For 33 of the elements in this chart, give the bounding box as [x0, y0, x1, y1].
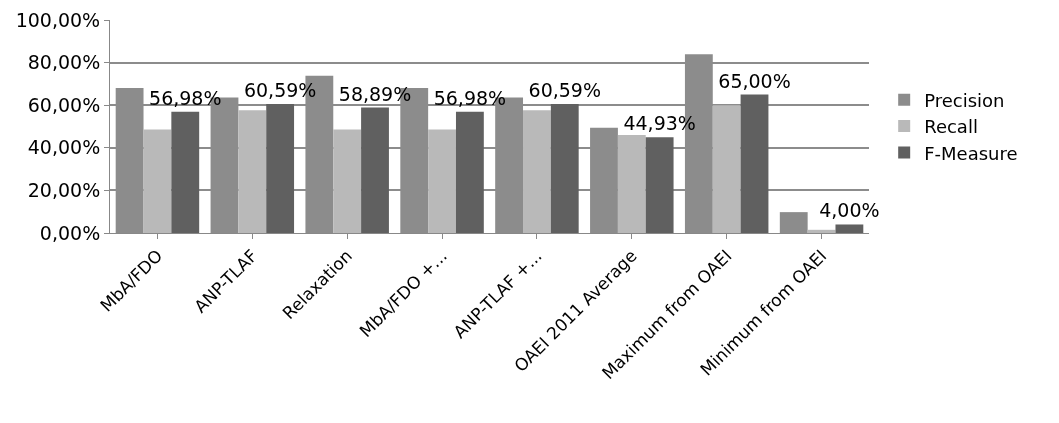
bar: [645, 137, 674, 233]
data-label: 58,89%: [338, 82, 412, 105]
legend-label: Precision: [924, 89, 1005, 111]
y-tick-label: 60,00%: [27, 93, 101, 116]
data-label: 56,98%: [149, 86, 222, 109]
bar: [361, 107, 389, 233]
y-tick-label: 80,00%: [27, 51, 101, 74]
bar: [238, 110, 267, 233]
y-tick-label: 40,00%: [27, 136, 101, 159]
data-label: 4,00%: [819, 199, 880, 222]
data-label: 60,59%: [243, 78, 317, 101]
bar: [807, 229, 836, 233]
y-tick-label: 20,00%: [27, 179, 101, 202]
legend-label: F-Measure: [924, 142, 1018, 164]
data-label: 56,98%: [433, 86, 507, 109]
bar: [712, 105, 741, 233]
legend-label: Recall: [924, 116, 978, 138]
bar: [523, 110, 551, 233]
bar: [617, 135, 646, 233]
data-label: 60,59%: [528, 78, 601, 101]
bar: [740, 94, 769, 233]
data-label: 65,00%: [718, 69, 791, 92]
bar: [550, 103, 579, 233]
bar: [266, 103, 295, 233]
data-label: 44,93%: [623, 112, 696, 135]
bar: [143, 129, 172, 233]
bar: [835, 224, 864, 233]
bar: [428, 129, 456, 233]
bar: [455, 111, 484, 233]
y-tick-label: 0,00%: [39, 221, 101, 244]
y-tick-label: 100,00%: [15, 8, 101, 31]
bar: [171, 111, 200, 233]
bar: [333, 129, 362, 233]
